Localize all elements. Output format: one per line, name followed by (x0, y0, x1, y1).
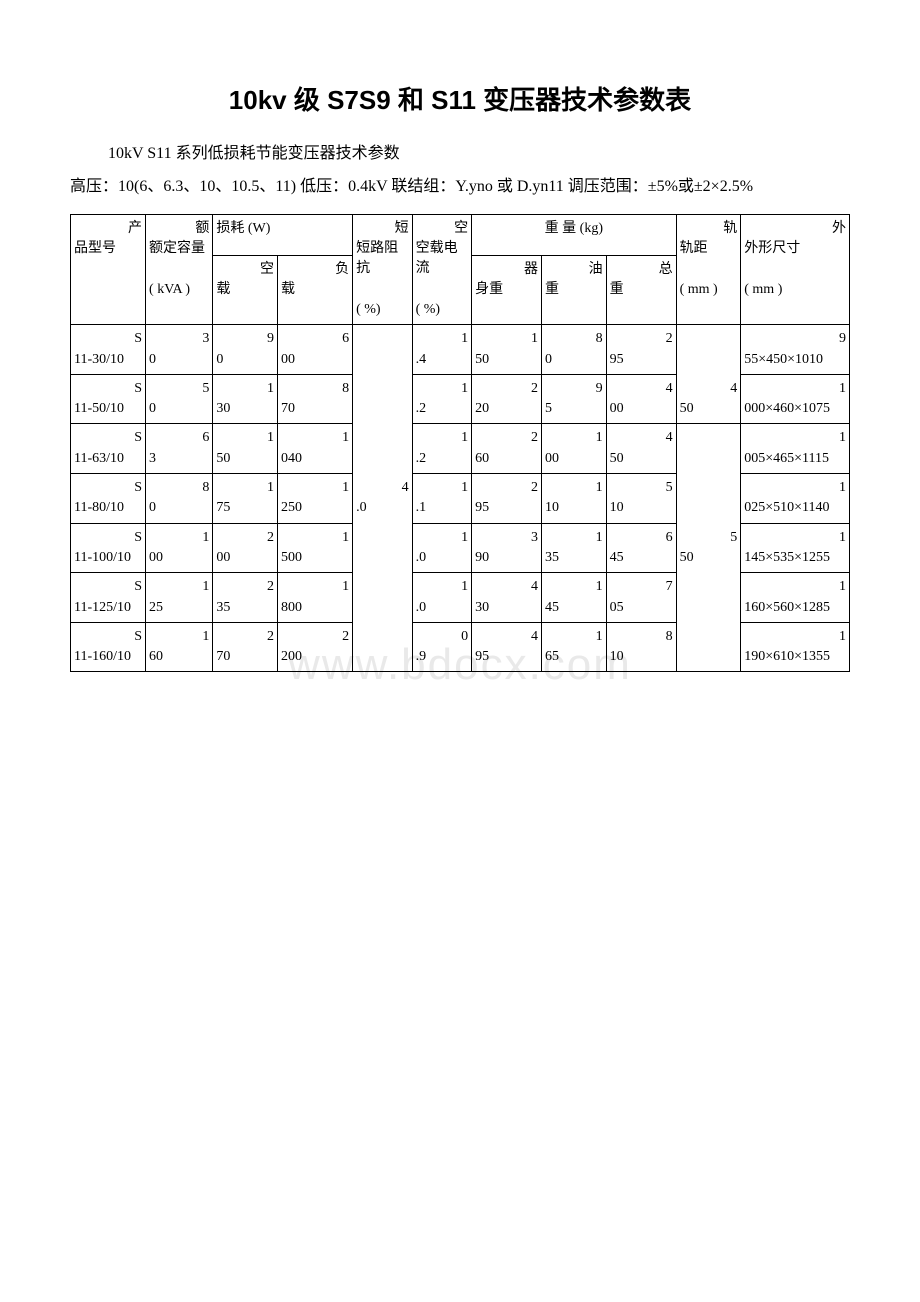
cell-impedance: 4.0 (353, 325, 413, 672)
cell: 1145×535×1255 (741, 523, 850, 573)
hdr-weight-total: 总 重 (606, 255, 676, 324)
cell: 110 (541, 474, 606, 524)
cell: 1005×465×1115 (741, 424, 850, 474)
cell: 80 (541, 325, 606, 375)
page-title: 10kv 级 S7S9 和 S11 变压器技术参数表 (70, 80, 850, 117)
cell: 510 (606, 474, 676, 524)
cell: 2200 (278, 622, 353, 672)
cell: 150 (472, 325, 542, 375)
cell: 135 (541, 523, 606, 573)
hdr-weight-body: 器 身重 (472, 255, 542, 324)
params-table: 产 品型号 额 额定容量 ( kVA ) 损耗 (W) 短 短路阻抗 ( %) … (70, 214, 850, 673)
cell: 450 (606, 424, 676, 474)
cell: 495 (472, 622, 542, 672)
cell: 63 (146, 424, 213, 474)
cell: S11-63/10 (71, 424, 146, 474)
cell: S11-100/10 (71, 523, 146, 573)
cell: 1.4 (412, 325, 472, 375)
hdr-nlcurrent: 空 空载电流 ( %) (412, 214, 472, 324)
cell: 95 (541, 374, 606, 424)
cell: 100 (541, 424, 606, 474)
cell: 260 (472, 424, 542, 474)
hdr-model: 产 品型号 (71, 214, 146, 324)
cell: 150 (213, 424, 278, 474)
cell: 1.2 (412, 424, 472, 474)
hdr-loss: 损耗 (W) (213, 214, 353, 255)
cell: 100 (146, 523, 213, 573)
cell: S11-125/10 (71, 573, 146, 623)
cell: 1025×510×1140 (741, 474, 850, 524)
cell: 270 (213, 622, 278, 672)
cell: S11-30/10 (71, 325, 146, 375)
cell: 430 (472, 573, 542, 623)
cell: 1.0 (412, 523, 472, 573)
cell: 400 (606, 374, 676, 424)
hdr-impedance: 短 短路阻抗 ( %) (353, 214, 413, 324)
cell: S11-50/10 (71, 374, 146, 424)
hdr-loss-load: 负 载 (278, 255, 353, 324)
cell: 50 (146, 374, 213, 424)
cell: 1190×610×1355 (741, 622, 850, 672)
cell: 390 (472, 523, 542, 573)
cell-gauge: 450 (676, 325, 741, 424)
table-row: S11-30/1030906004.01.415080295450955×450… (71, 325, 850, 375)
cell: 870 (278, 374, 353, 424)
cell: 235 (213, 573, 278, 623)
cell: 1800 (278, 573, 353, 623)
intro-text: 10kV S11 系列低损耗节能变压器技术参数 (108, 141, 850, 167)
cell: 1000×460×1075 (741, 374, 850, 424)
cell: 90 (213, 325, 278, 375)
hdr-capacity: 额 额定容量 ( kVA ) (146, 214, 213, 324)
hdr-loss-noload: 空 载 (213, 255, 278, 324)
cell: 0.9 (412, 622, 472, 672)
cell: 145 (541, 573, 606, 623)
cell: 200 (213, 523, 278, 573)
hdr-weight-oil: 油 重 (541, 255, 606, 324)
cell: 130 (213, 374, 278, 424)
cell: 295 (606, 325, 676, 375)
cell: 80 (146, 474, 213, 524)
cell: 1250 (278, 474, 353, 524)
cell: 30 (146, 325, 213, 375)
header-row-1: 产 品型号 额 额定容量 ( kVA ) 损耗 (W) 短 短路阻抗 ( %) … (71, 214, 850, 255)
sub-text: 高压：10(6、6.3、10、10.5、11) 低压：0.4kV 联结组：Y.y… (70, 173, 850, 200)
cell: 175 (213, 474, 278, 524)
cell: S11-160/10 (71, 622, 146, 672)
hdr-dimensions: 外 外形尺寸 ( mm ) (741, 214, 850, 324)
cell: 160 (146, 622, 213, 672)
cell: 810 (606, 622, 676, 672)
cell: 705 (606, 573, 676, 623)
cell: 220 (472, 374, 542, 424)
table-row: S11-63/106315010401.22601004505501005×46… (71, 424, 850, 474)
cell: 1160×560×1285 (741, 573, 850, 623)
cell: 125 (146, 573, 213, 623)
cell: 645 (606, 523, 676, 573)
hdr-weight: 重 量 (kg) (472, 214, 676, 255)
cell-gauge: 550 (676, 424, 741, 672)
cell: 955×450×1010 (741, 325, 850, 375)
cell: 295 (472, 474, 542, 524)
cell: S11-80/10 (71, 474, 146, 524)
cell: 1.0 (412, 573, 472, 623)
cell: 1500 (278, 523, 353, 573)
cell: 600 (278, 325, 353, 375)
cell: 165 (541, 622, 606, 672)
cell: 1040 (278, 424, 353, 474)
hdr-gauge: 轨 轨距 ( mm ) (676, 214, 741, 324)
cell: 1.1 (412, 474, 472, 524)
cell: 1.2 (412, 374, 472, 424)
